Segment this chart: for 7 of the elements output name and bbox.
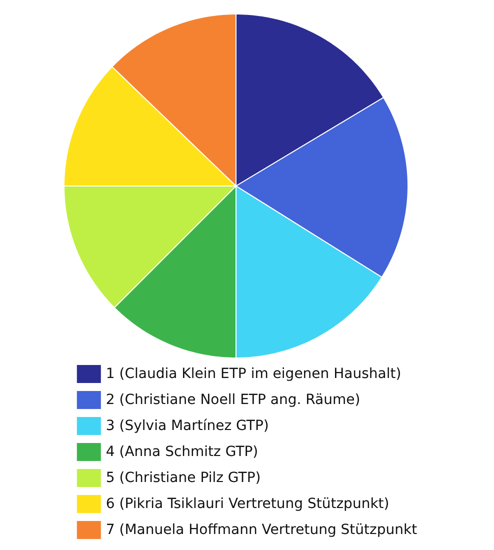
legend-label: 2 (Christiane Noell ETP ang. Räume) (106, 392, 360, 408)
legend-label: 6 (Pikria Tsiklauri Vertretung Stützpunkt) (106, 496, 390, 512)
legend-label: 5 (Christiane Pilz GTP) (106, 470, 261, 486)
legend-label: 1 (Claudia Klein ETP im eigenen Haushalt) (106, 366, 402, 382)
legend-label: 4 (Anna Schmitz GTP) (106, 444, 258, 460)
legend-label: 7 (Manuela Hoffmann Vertretung Stützpunkt (106, 522, 418, 538)
legend-label: 3 (Sylvia Martínez GTP) (106, 418, 269, 434)
